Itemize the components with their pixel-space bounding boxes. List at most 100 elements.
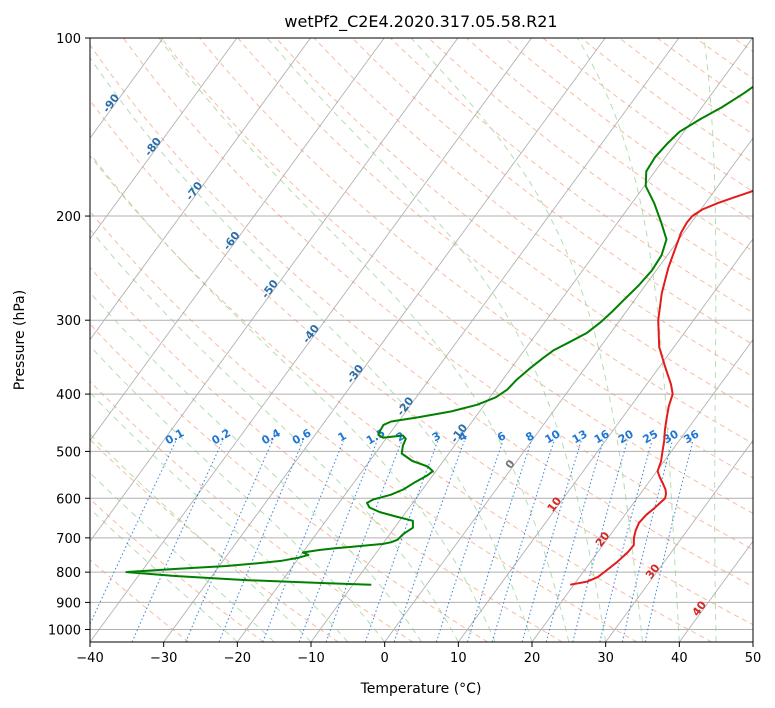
mixing-ratio-line bbox=[364, 440, 439, 642]
moist-adiabat-line bbox=[90, 508, 238, 642]
y-axis-label: Pressure (hPa) bbox=[12, 290, 28, 390]
mixing-ratio-line bbox=[218, 440, 304, 642]
isotherm-line bbox=[90, 38, 311, 341]
mixing-ratio-label: 3 bbox=[430, 429, 443, 444]
isotherm-line bbox=[457, 238, 753, 642]
y-tick-label: 500 bbox=[56, 445, 81, 460]
mixing-ratio-line bbox=[621, 440, 673, 642]
moist-adiabat-line bbox=[90, 56, 533, 642]
isotherm-label: 20 bbox=[593, 529, 613, 549]
isotherm-line bbox=[752, 641, 753, 642]
mixing-ratio-label: 0.6 bbox=[290, 426, 314, 447]
mixing-ratio-label: 36 bbox=[682, 427, 702, 446]
dry-adiabat-line bbox=[657, 38, 753, 107]
dry-adiabat-line bbox=[466, 38, 753, 252]
dry-adiabat-line bbox=[90, 380, 414, 642]
mixing-ratio-line bbox=[644, 440, 694, 642]
isotherm-line bbox=[90, 38, 459, 542]
plot-frame bbox=[89, 37, 754, 643]
y-tick-label: 1000 bbox=[48, 623, 81, 638]
mixing-ratio-label: 0.2 bbox=[210, 426, 233, 447]
dry-adiabat-line bbox=[428, 38, 753, 283]
dry-adiabat-line bbox=[199, 38, 753, 479]
mixing-ratio-line bbox=[185, 440, 273, 642]
dewpoint-profile-line bbox=[125, 85, 753, 586]
dry-adiabat-line bbox=[90, 498, 264, 642]
mixing-ratio-label: 16 bbox=[592, 427, 612, 446]
isotherm-label: -60 bbox=[220, 229, 243, 253]
y-tick-label: 600 bbox=[56, 492, 81, 507]
mixing-ratio-line bbox=[325, 440, 403, 642]
mixing-ratio-line bbox=[435, 440, 504, 642]
x-tick-label: −20 bbox=[224, 651, 251, 666]
dry-adiabat-line bbox=[90, 154, 712, 642]
moist-adiabat-line bbox=[90, 152, 496, 642]
isotherm-label: -80 bbox=[142, 135, 165, 159]
x-tick-label: 20 bbox=[524, 651, 541, 666]
isotherm-line bbox=[90, 38, 385, 442]
mixing-ratio-label: 0.1 bbox=[163, 426, 186, 447]
isotherm-label: 0 bbox=[503, 457, 518, 471]
moist-adiabat-line bbox=[90, 291, 422, 642]
mixing-ratio-label: 6 bbox=[495, 429, 508, 444]
isotherm-label: 40 bbox=[690, 598, 710, 618]
isotherm-label: -50 bbox=[259, 277, 282, 301]
mixing-ratio-line bbox=[521, 440, 582, 642]
x-axis-label: Temperature (°C) bbox=[360, 681, 482, 697]
mixing-ratio-line bbox=[467, 440, 532, 642]
x-tick-label: 0 bbox=[381, 651, 389, 666]
isotherm-line bbox=[236, 38, 680, 642]
dry-adiabat-line bbox=[90, 323, 488, 642]
isotherm-label: 10 bbox=[545, 494, 565, 514]
isotherm-line bbox=[310, 38, 753, 642]
mixing-ratio-line bbox=[572, 440, 628, 642]
isotherm-line bbox=[605, 439, 753, 642]
y-tick-label: 700 bbox=[56, 532, 81, 547]
isotherm-label: -40 bbox=[300, 322, 323, 346]
x-tick-label: 50 bbox=[745, 651, 762, 666]
x-tick-label: 10 bbox=[450, 651, 467, 666]
temperature-profile-line bbox=[570, 189, 753, 586]
dry-adiabat-line bbox=[90, 99, 753, 626]
dry-adiabat-line bbox=[90, 44, 753, 588]
line-labels: 0.1 0.2 0.4 0.6 1 1.5 2 3 4 6 8 10 13 16 20 25 30 36-100-… bbox=[55, 45, 710, 619]
dry-adiabat-line bbox=[733, 38, 753, 53]
dry-adiabat-line bbox=[237, 38, 753, 445]
y-tick-label: 300 bbox=[56, 314, 81, 329]
mixing-ratio-line bbox=[262, 440, 344, 642]
mixing-ratio-label: 1 bbox=[336, 429, 349, 444]
dry-adiabat-line bbox=[90, 266, 563, 642]
isotherm-line bbox=[163, 38, 606, 642]
isotherm-label: -30 bbox=[344, 362, 367, 386]
moist-adiabat-line bbox=[410, 38, 643, 642]
mixing-ratio-line bbox=[393, 440, 465, 642]
isotherm-label: 30 bbox=[643, 561, 663, 581]
moist-adiabat-line bbox=[90, 391, 349, 642]
moist-adiabat-line bbox=[266, 38, 607, 642]
mixing-ratio-line bbox=[90, 440, 177, 626]
y-tick-label: 800 bbox=[56, 566, 81, 581]
moist-adiabat-line bbox=[90, 472, 275, 642]
y-tick-label: 400 bbox=[56, 388, 81, 403]
moist-adiabat-line bbox=[90, 345, 386, 642]
moist-adiabat-line bbox=[703, 38, 717, 642]
isotherm-line bbox=[678, 540, 753, 642]
dry-adiabat-line bbox=[619, 38, 753, 135]
x-tick-label: −10 bbox=[297, 651, 324, 666]
mixing-ratio-line bbox=[545, 440, 604, 642]
mixing-ratio-label: 10 bbox=[543, 427, 563, 446]
isotherm-line bbox=[90, 38, 532, 642]
mixing-ratio-label: 25 bbox=[641, 427, 661, 446]
x-tick-label: −40 bbox=[76, 651, 103, 666]
isotherm-label: -100 bbox=[55, 45, 82, 75]
x-tick-label: 30 bbox=[597, 651, 614, 666]
dry-adiabat-line bbox=[90, 438, 339, 642]
moist-adiabat-line bbox=[158, 38, 570, 642]
dry-adiabat-line bbox=[351, 38, 753, 346]
moist-adiabat-line bbox=[577, 38, 680, 642]
dry-adiabat-line bbox=[90, 210, 638, 642]
mixing-ratio-line bbox=[491, 440, 555, 642]
background-lines bbox=[90, 38, 753, 642]
dry-adiabat-line bbox=[313, 38, 753, 378]
